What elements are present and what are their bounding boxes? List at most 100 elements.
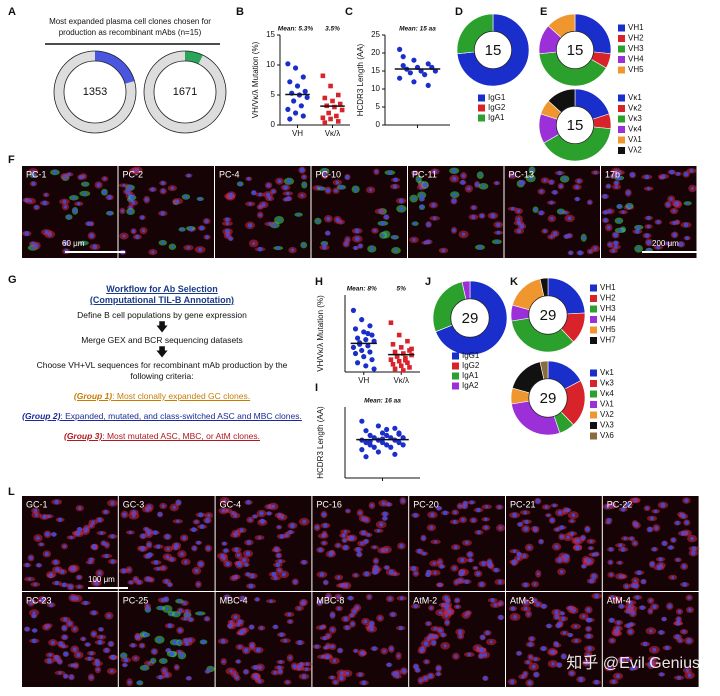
nucleus (267, 222, 272, 226)
nucleus (77, 202, 81, 206)
nucleus (77, 526, 83, 532)
nucleus (89, 651, 94, 656)
nucleus (286, 191, 290, 196)
nucleus (615, 598, 619, 602)
nucleus (198, 512, 204, 518)
nucleus (68, 584, 73, 590)
nucleus (647, 526, 653, 532)
clone-arc (94, 51, 135, 84)
nucleus (317, 600, 322, 605)
nucleus (176, 519, 180, 523)
nucleus (110, 534, 115, 539)
data-point (328, 116, 333, 122)
nucleus (421, 535, 426, 541)
nucleus (345, 174, 350, 180)
scale-bar-label: 200 μm (652, 239, 679, 248)
nucleus (461, 518, 465, 522)
nucleus (517, 229, 522, 234)
data-point (369, 332, 375, 338)
nucleus (82, 241, 86, 245)
nucleus (398, 626, 403, 631)
nucleus (339, 184, 344, 190)
nucleus (539, 189, 544, 194)
nucleus (527, 680, 532, 685)
data-point (352, 326, 359, 332)
nucleus (248, 202, 252, 206)
nucleus (594, 679, 599, 685)
nucleus (182, 535, 187, 540)
data-point (425, 82, 431, 88)
nucleus (205, 669, 210, 674)
micrograph: GC-3 (118, 496, 215, 591)
nucleus (110, 559, 115, 564)
nucleus (186, 173, 191, 178)
legend-swatch (590, 295, 597, 302)
nucleus (179, 653, 185, 658)
nucleus (678, 241, 684, 247)
nucleus (528, 655, 533, 659)
nucleus (498, 615, 504, 620)
nucleus (572, 608, 576, 613)
nucleus (452, 176, 457, 181)
nucleus (161, 659, 166, 663)
legend-swatch (452, 362, 459, 370)
donut-outer (143, 50, 227, 134)
nucleus (517, 522, 523, 527)
data-point (359, 317, 365, 323)
nucleus (419, 204, 425, 210)
nucleus (276, 246, 281, 250)
nucleus (567, 216, 572, 221)
nucleus (296, 212, 301, 217)
nucleus (49, 572, 54, 577)
nucleus (194, 568, 199, 573)
nucleus (662, 540, 667, 546)
data-point (285, 106, 291, 112)
nucleus (266, 183, 271, 188)
nucleus (424, 660, 429, 664)
tile-label: PC-10 (316, 169, 342, 179)
legend-swatch (590, 326, 597, 334)
nucleus (260, 518, 265, 524)
nucleus (325, 654, 331, 660)
data-point (359, 418, 365, 424)
nucleus (672, 220, 677, 225)
nucleus (96, 668, 100, 672)
panel-label: E (540, 6, 547, 18)
nucleus (665, 202, 671, 207)
nucleus (188, 226, 193, 231)
nucleus (625, 657, 630, 662)
arrow: 🡇 (155, 345, 169, 359)
nucleus (646, 240, 652, 245)
nucleus (527, 545, 532, 550)
nucleus (255, 597, 260, 602)
nucleus (122, 512, 127, 517)
watermark: 知乎 @Evil Genius (566, 654, 700, 672)
data-point (411, 57, 417, 63)
data-point (363, 363, 369, 369)
nucleus (574, 639, 579, 643)
nucleus (238, 645, 242, 649)
nucleus (365, 518, 369, 522)
nucleus (609, 573, 613, 577)
data-point (335, 119, 341, 124)
nucleus (652, 604, 657, 609)
nucleus (413, 171, 418, 175)
nucleus (31, 170, 35, 174)
nucleus (352, 609, 357, 614)
nucleus (496, 222, 501, 227)
data-point (354, 360, 361, 366)
data-point (367, 349, 373, 355)
nucleus (323, 580, 328, 585)
tile-label: GC-1 (26, 499, 48, 509)
nucleus (33, 582, 37, 586)
nucleus (28, 555, 34, 560)
nucleus (384, 565, 389, 570)
nucleus (401, 668, 407, 674)
nucleus (73, 627, 77, 631)
nucleus (89, 233, 94, 238)
nucleus (611, 249, 616, 253)
nucleus (374, 559, 378, 563)
nucleus (46, 623, 50, 628)
nucleus (107, 194, 112, 200)
data-point (367, 432, 373, 438)
